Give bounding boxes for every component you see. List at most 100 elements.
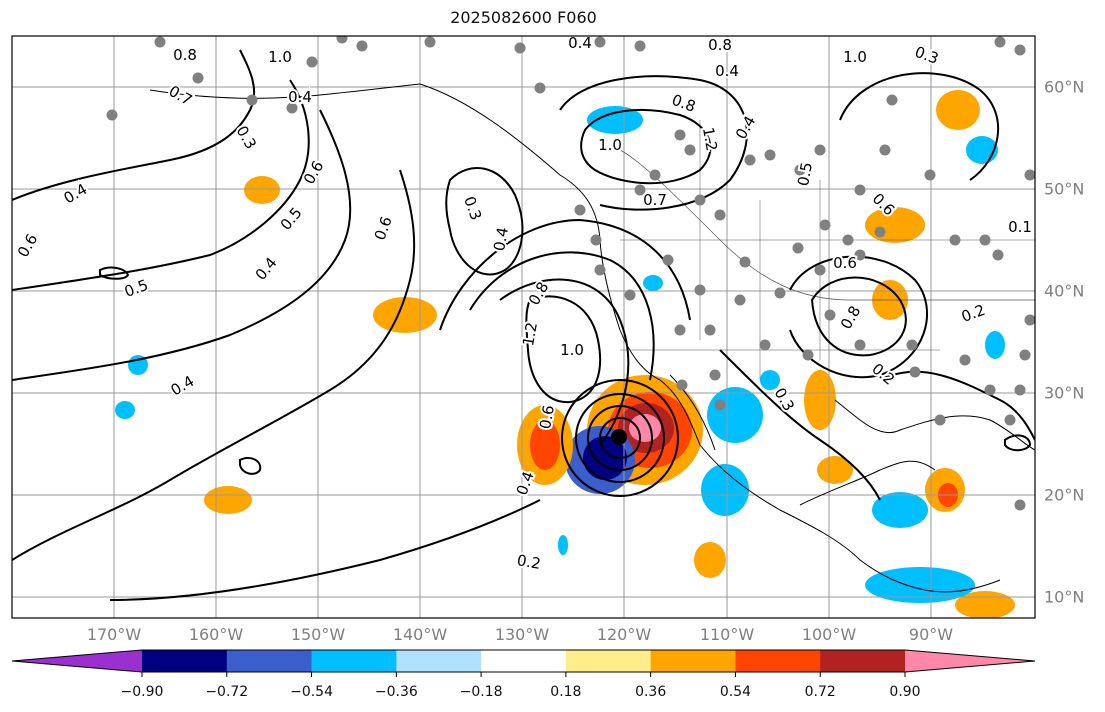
colorbar-segment	[650, 650, 736, 672]
colorbar-segment	[735, 650, 821, 672]
station-dot	[684, 144, 696, 156]
station-dot	[934, 414, 946, 426]
longitude-label: 90°W	[908, 625, 954, 644]
colorbar-tick-label: −0.90	[120, 684, 164, 700]
station-dot	[819, 219, 831, 231]
contour-label: 0.7	[643, 191, 667, 209]
contour-label: 1.2	[699, 126, 721, 153]
contour-label: 1.0	[268, 48, 292, 66]
latitude-label: 60°N	[1044, 77, 1085, 97]
colorbar-tick-label: −0.18	[459, 684, 503, 700]
contour-label: 0.2	[516, 551, 543, 573]
coastlines	[149, 83, 1035, 593]
contour-label-halo: 0.7	[643, 191, 667, 209]
station-dot	[802, 349, 814, 361]
station-dot	[992, 249, 1004, 261]
shaded-anomaly-layer	[115, 90, 1015, 618]
warm-patch	[936, 90, 980, 130]
station-dot	[246, 94, 258, 106]
contour-label: 0.8	[708, 36, 732, 54]
station-dot	[886, 94, 898, 106]
contour-label: 1.0	[843, 48, 867, 66]
station-dots	[106, 36, 1035, 511]
colorbar	[11, 649, 1036, 677]
cool-patch	[115, 401, 135, 419]
station-dot	[1024, 314, 1035, 326]
station-dot	[674, 129, 686, 141]
contour-label: 0.8	[173, 46, 197, 64]
station-dot	[906, 339, 918, 351]
station-dot	[694, 284, 706, 296]
cool-patch	[701, 464, 749, 516]
station-dot	[106, 109, 118, 121]
colorbar-extend-low	[12, 650, 142, 672]
colorbar-tick-label: 0.36	[635, 684, 667, 700]
station-dot	[924, 169, 936, 181]
station-dot	[1019, 349, 1031, 361]
cool-patch	[865, 567, 975, 603]
station-dot	[949, 234, 961, 246]
station-dot	[694, 194, 706, 206]
station-dot	[959, 354, 971, 366]
station-dot	[1014, 384, 1026, 396]
storm-center-marker	[611, 429, 627, 445]
contour-label-halo: 0.4	[715, 62, 739, 80]
station-dot	[1024, 169, 1035, 181]
station-dot	[764, 149, 776, 161]
colorbar-tick-label: 0.72	[804, 684, 836, 700]
station-dot	[574, 204, 586, 216]
latitude-label: 20°N	[1044, 485, 1085, 505]
latitude-label: 50°N	[1044, 179, 1085, 199]
station-dot	[594, 264, 606, 276]
contour-label-halo: 0.6	[833, 254, 857, 272]
station-dot	[356, 40, 368, 52]
contour-label-halo: 1.0	[268, 48, 292, 66]
cool-patch	[985, 331, 1005, 359]
station-dot	[744, 154, 756, 166]
station-dot	[739, 256, 751, 268]
contour-label: 1.0	[560, 341, 584, 359]
station-dot	[634, 184, 646, 196]
contour-label-halo: 0.4	[568, 34, 592, 52]
contour-label-halo: 1.0	[598, 136, 622, 154]
station-dot	[1014, 499, 1026, 511]
contour-label: 1.2	[519, 321, 541, 348]
contour-label-halo: 1.0	[560, 341, 584, 359]
station-dot	[286, 102, 298, 114]
contour-label: 0.5	[794, 161, 816, 188]
cool-patch	[587, 106, 643, 134]
contour-label: 0.6	[536, 404, 558, 431]
contour-label-halo: 0.8	[173, 46, 197, 64]
contour-label-halo: 0.4	[288, 88, 312, 106]
contour-label-halo: 0.6	[536, 404, 558, 431]
station-dot	[714, 399, 726, 411]
longitude-label: 170°W	[86, 625, 142, 644]
longitude-label: 130°W	[494, 625, 550, 644]
contour-label: 0.6	[833, 254, 857, 272]
colorbar-segment	[226, 650, 313, 672]
warm-anomaly-peak	[629, 414, 661, 442]
station-dot	[814, 264, 826, 276]
contour-label-halo: 1.0	[843, 48, 867, 66]
colorbar-segment	[820, 650, 906, 672]
colorbar-extend-high	[905, 650, 1035, 672]
contour-label: 1.0	[598, 136, 622, 154]
station-dot	[662, 254, 674, 266]
colorbar-tick-label: −0.54	[290, 684, 333, 700]
longitude-label: 110°W	[699, 625, 755, 644]
cool-patch	[643, 275, 663, 291]
longitude-label: 150°W	[290, 625, 346, 644]
colorbar-segment	[396, 650, 482, 672]
warm-anomaly-west-core	[530, 420, 560, 470]
colorbar-segment	[481, 650, 567, 672]
station-dot	[306, 56, 318, 68]
contour-label: 0.4	[568, 34, 592, 52]
station-dot	[854, 249, 866, 261]
station-dot	[994, 36, 1006, 48]
station-dot	[734, 294, 746, 306]
contour-label: 0.1	[1008, 218, 1032, 236]
colorbar-segment	[565, 650, 652, 672]
station-dot	[649, 169, 661, 181]
station-dot	[674, 324, 686, 336]
longitude-label: 120°W	[596, 625, 652, 644]
